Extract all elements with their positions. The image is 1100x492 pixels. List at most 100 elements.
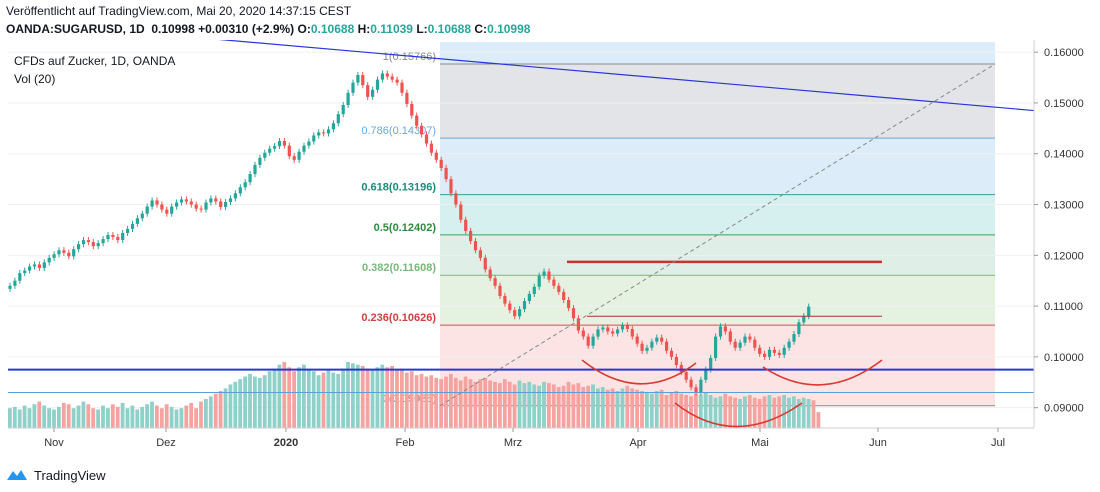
volume-bar [517, 380, 522, 428]
candle [478, 250, 482, 258]
chart-area[interactable]: 1(0.15766) 0.786(0.14307) 0.618(0.13196) 0.… [0, 36, 1100, 458]
candle [106, 235, 110, 240]
candle [248, 174, 252, 183]
volume-bar [806, 398, 811, 428]
volume-bar [355, 364, 360, 428]
candle [361, 75, 365, 86]
candle [287, 145, 291, 157]
candle [415, 115, 419, 126]
candle [145, 206, 149, 214]
volume-bar [238, 379, 243, 428]
y-tick-label: 0.16000 [1044, 47, 1084, 59]
candle [253, 164, 257, 175]
volume-bar [747, 395, 752, 428]
candle [635, 336, 639, 344]
candle [121, 232, 125, 241]
candle [714, 336, 718, 358]
volume-bar [395, 369, 399, 428]
volume-bar [248, 373, 252, 428]
y-tick-label: 0.15000 [1044, 98, 1084, 110]
close-label: C: [474, 22, 488, 36]
volume-bar [385, 367, 390, 428]
volume-bar [551, 384, 556, 428]
volume-bar [179, 408, 184, 428]
fib-label: 0.5(0.12402) [374, 222, 437, 234]
candle [591, 336, 595, 346]
candle [777, 352, 781, 355]
volume-bar [743, 396, 747, 428]
volume-bar [145, 404, 149, 428]
candle [620, 325, 625, 330]
high-label: H: [357, 22, 371, 36]
price-change: +0.00310 (+2.9%) [198, 22, 295, 36]
candle [669, 350, 674, 357]
candle [650, 341, 654, 348]
volume-bar [615, 391, 620, 428]
candle [665, 341, 669, 351]
volume-bar [228, 384, 233, 428]
candle [268, 148, 272, 153]
fib-zone [440, 275, 995, 326]
volume-bar [419, 373, 424, 428]
candle [331, 123, 335, 130]
candle [346, 92, 350, 105]
candle [562, 291, 566, 301]
candle [160, 204, 164, 210]
candle [111, 235, 115, 238]
fib-zone [440, 64, 995, 139]
candle [322, 132, 326, 134]
candle [527, 293, 531, 302]
volume-bar [208, 396, 213, 428]
volume-bar [547, 383, 551, 428]
candle [297, 151, 301, 160]
y-tick-label: 0.12000 [1044, 250, 1084, 262]
candle [18, 273, 22, 281]
candle [503, 295, 507, 304]
open-label: O: [297, 22, 311, 36]
fib-zone [440, 194, 995, 235]
candle [351, 82, 355, 93]
volume-bar [331, 372, 336, 428]
candle [429, 143, 433, 153]
volume-bar [302, 364, 306, 428]
volume-bar [91, 408, 96, 428]
fib-label: 1(0.15766) [383, 51, 436, 63]
volume-bar [409, 371, 414, 428]
fib-zone [440, 138, 995, 195]
symbol: OANDA:SUGARUSD, 1D [6, 22, 145, 36]
volume-bar [463, 376, 468, 428]
candle [189, 201, 193, 205]
x-tick-label: 2020 [274, 437, 298, 449]
volume-bar [645, 392, 649, 428]
volume-bar [561, 385, 566, 428]
candle [395, 79, 399, 83]
candle [699, 379, 703, 393]
price-chart[interactable]: 1(0.15766) 0.786(0.14307) 0.618(0.13196) 0.… [0, 36, 1100, 458]
candle [522, 301, 527, 310]
volume-bar [390, 365, 394, 428]
symbol-header: OANDA:SUGARUSD, 1D 0.10998 +0.00310 (+2.… [6, 22, 530, 36]
candle [694, 387, 698, 393]
candle [767, 349, 772, 357]
candle [356, 75, 360, 83]
volume-bar [272, 368, 277, 428]
left-shoulder-arc [581, 359, 697, 385]
volume-bar [444, 376, 448, 428]
candle [630, 328, 634, 337]
volume-bar [204, 398, 208, 428]
volume-bar [404, 372, 409, 428]
candle [91, 242, 95, 247]
volume-bar [243, 376, 247, 428]
volume-bar [537, 385, 541, 428]
volume-bar [640, 391, 644, 428]
x-tick-label: Mrz [504, 437, 522, 449]
volume-bar [694, 393, 698, 428]
y-tick-label: 0.10000 [1044, 352, 1084, 364]
tradingview-footer[interactable]: TradingView [6, 462, 106, 488]
fib-label: 0.382(0.11608) [362, 262, 436, 274]
candle [184, 199, 188, 202]
volume-bar [164, 404, 169, 428]
high-value: 0.11039 [370, 22, 413, 36]
volume-bar [66, 404, 71, 428]
volume-bar [277, 364, 282, 428]
